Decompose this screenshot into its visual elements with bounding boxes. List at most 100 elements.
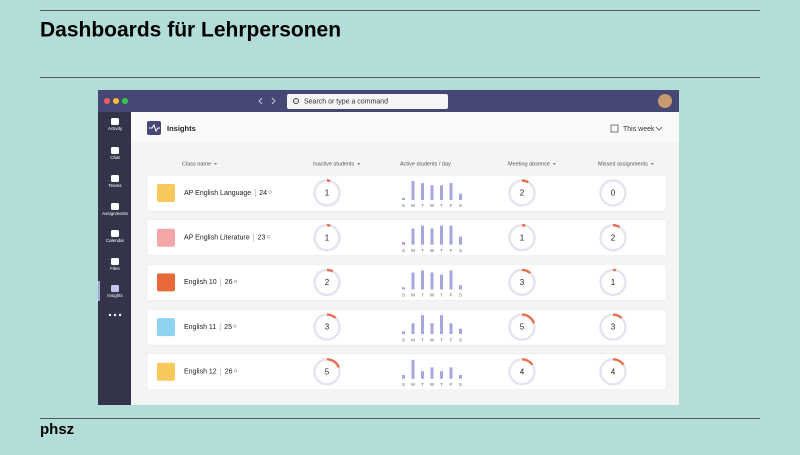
more-dot[interactable] xyxy=(118,313,122,317)
activity-bar xyxy=(440,274,443,290)
ring-arc xyxy=(599,358,627,386)
class-row[interactable] xyxy=(146,219,667,256)
class-name: AP English Language xyxy=(184,190,251,197)
day-label: W xyxy=(430,337,435,342)
period-selector[interactable]: This week xyxy=(623,126,655,133)
activity-bar xyxy=(430,323,434,335)
day-label: S xyxy=(402,293,405,298)
ring-arc xyxy=(313,223,341,252)
activity-bar xyxy=(449,183,453,200)
activity-bar xyxy=(459,193,462,200)
class-icon xyxy=(157,273,175,292)
student-count: 24 xyxy=(259,190,267,197)
page-title: Insights xyxy=(167,124,196,133)
sidebar-label[interactable]: Insights xyxy=(107,293,123,298)
activity-bar xyxy=(449,367,453,379)
search-box[interactable] xyxy=(287,94,448,109)
sidebar-icon[interactable] xyxy=(111,230,119,237)
activity-bar xyxy=(421,183,424,200)
activity-bar xyxy=(411,181,415,200)
search-placeholder: Search or type a command xyxy=(304,98,388,105)
column-header[interactable]: Missed assignments xyxy=(598,161,648,167)
sidebar-icon[interactable] xyxy=(111,147,119,154)
sidebar-label[interactable]: Calendar xyxy=(106,238,125,243)
sidebar-icon[interactable] xyxy=(111,285,119,292)
day-label: W xyxy=(430,248,435,253)
sidebar-label[interactable]: Chat xyxy=(110,155,120,160)
window-maximize[interactable] xyxy=(122,98,128,104)
ring-track xyxy=(599,179,627,207)
activity-bar xyxy=(402,241,405,245)
sort-caret xyxy=(650,163,654,165)
day-label: S xyxy=(459,382,462,387)
day-label: M xyxy=(411,337,415,342)
day-label: S xyxy=(402,382,405,387)
sidebar-icon[interactable] xyxy=(111,203,119,210)
ring-arc xyxy=(508,358,536,386)
column-header[interactable]: Class name xyxy=(182,161,211,167)
activity-bar xyxy=(430,185,434,200)
ring-arc xyxy=(508,179,536,207)
day-label: S xyxy=(459,337,462,342)
student-count: 23 xyxy=(258,235,266,242)
day-label: F xyxy=(450,337,453,342)
sidebar-icon[interactable] xyxy=(111,175,119,182)
day-label: T xyxy=(421,337,424,342)
ring-arc xyxy=(599,223,627,252)
student-icon xyxy=(266,235,270,239)
ring-value: 0 xyxy=(611,189,616,198)
back-arrow[interactable] xyxy=(258,97,263,105)
window-close[interactable] xyxy=(104,98,110,104)
activity-bar xyxy=(440,315,443,335)
ring-value: 1 xyxy=(520,233,525,242)
sidebar-label[interactable]: Teams xyxy=(108,183,122,188)
sidebar-label[interactable]: Assignments xyxy=(102,211,129,216)
sidebar-icon[interactable] xyxy=(111,258,119,265)
column-header[interactable]: Inactive students xyxy=(313,161,355,167)
activity-bar xyxy=(459,236,462,245)
ring-arc xyxy=(313,358,341,386)
ring-value: 2 xyxy=(520,189,525,198)
day-label: F xyxy=(450,203,453,208)
class-row[interactable] xyxy=(146,308,667,346)
class-row[interactable] xyxy=(146,264,667,301)
class-icon xyxy=(157,362,175,381)
chevron xyxy=(655,126,663,131)
class-name: English 10 xyxy=(184,279,217,286)
insights-glyph xyxy=(149,123,160,133)
day-label: F xyxy=(450,293,453,298)
more-dot[interactable] xyxy=(113,313,117,317)
day-label: T xyxy=(440,337,443,342)
day-label: M xyxy=(411,203,415,208)
day-label: T xyxy=(440,293,443,298)
sidebar-label[interactable]: Activity xyxy=(108,126,123,131)
activity-bar xyxy=(421,371,424,379)
slide-title: Dashboards für Lehrpersonen xyxy=(40,19,341,42)
day-label: W xyxy=(430,382,435,387)
forward-arrow[interactable] xyxy=(271,97,276,105)
activity-bar xyxy=(440,185,443,200)
day-label: M xyxy=(411,382,415,387)
ring-arc xyxy=(508,223,536,252)
class-row[interactable] xyxy=(146,353,667,391)
slide-footer: phsz xyxy=(40,421,74,438)
activity-bar xyxy=(402,331,405,335)
sidebar-label[interactable]: Files xyxy=(110,266,120,271)
activity-bar xyxy=(459,285,462,290)
class-name: English 12 xyxy=(184,369,217,376)
sidebar-active-indicator xyxy=(98,281,100,301)
insights-icon xyxy=(147,121,161,135)
activity-bar xyxy=(402,375,405,379)
column-header[interactable]: Meeting absence xyxy=(508,161,550,167)
ring-arc xyxy=(313,268,341,297)
window-minimize[interactable] xyxy=(113,98,119,104)
activity-bar xyxy=(411,228,415,245)
class-row[interactable] xyxy=(146,174,667,212)
day-label: S xyxy=(402,248,405,253)
more-dot[interactable] xyxy=(108,313,112,317)
ring-value: 2 xyxy=(611,233,616,242)
sidebar-icon[interactable] xyxy=(111,118,119,125)
activity-bar xyxy=(459,328,462,335)
avatar[interactable] xyxy=(658,94,672,108)
